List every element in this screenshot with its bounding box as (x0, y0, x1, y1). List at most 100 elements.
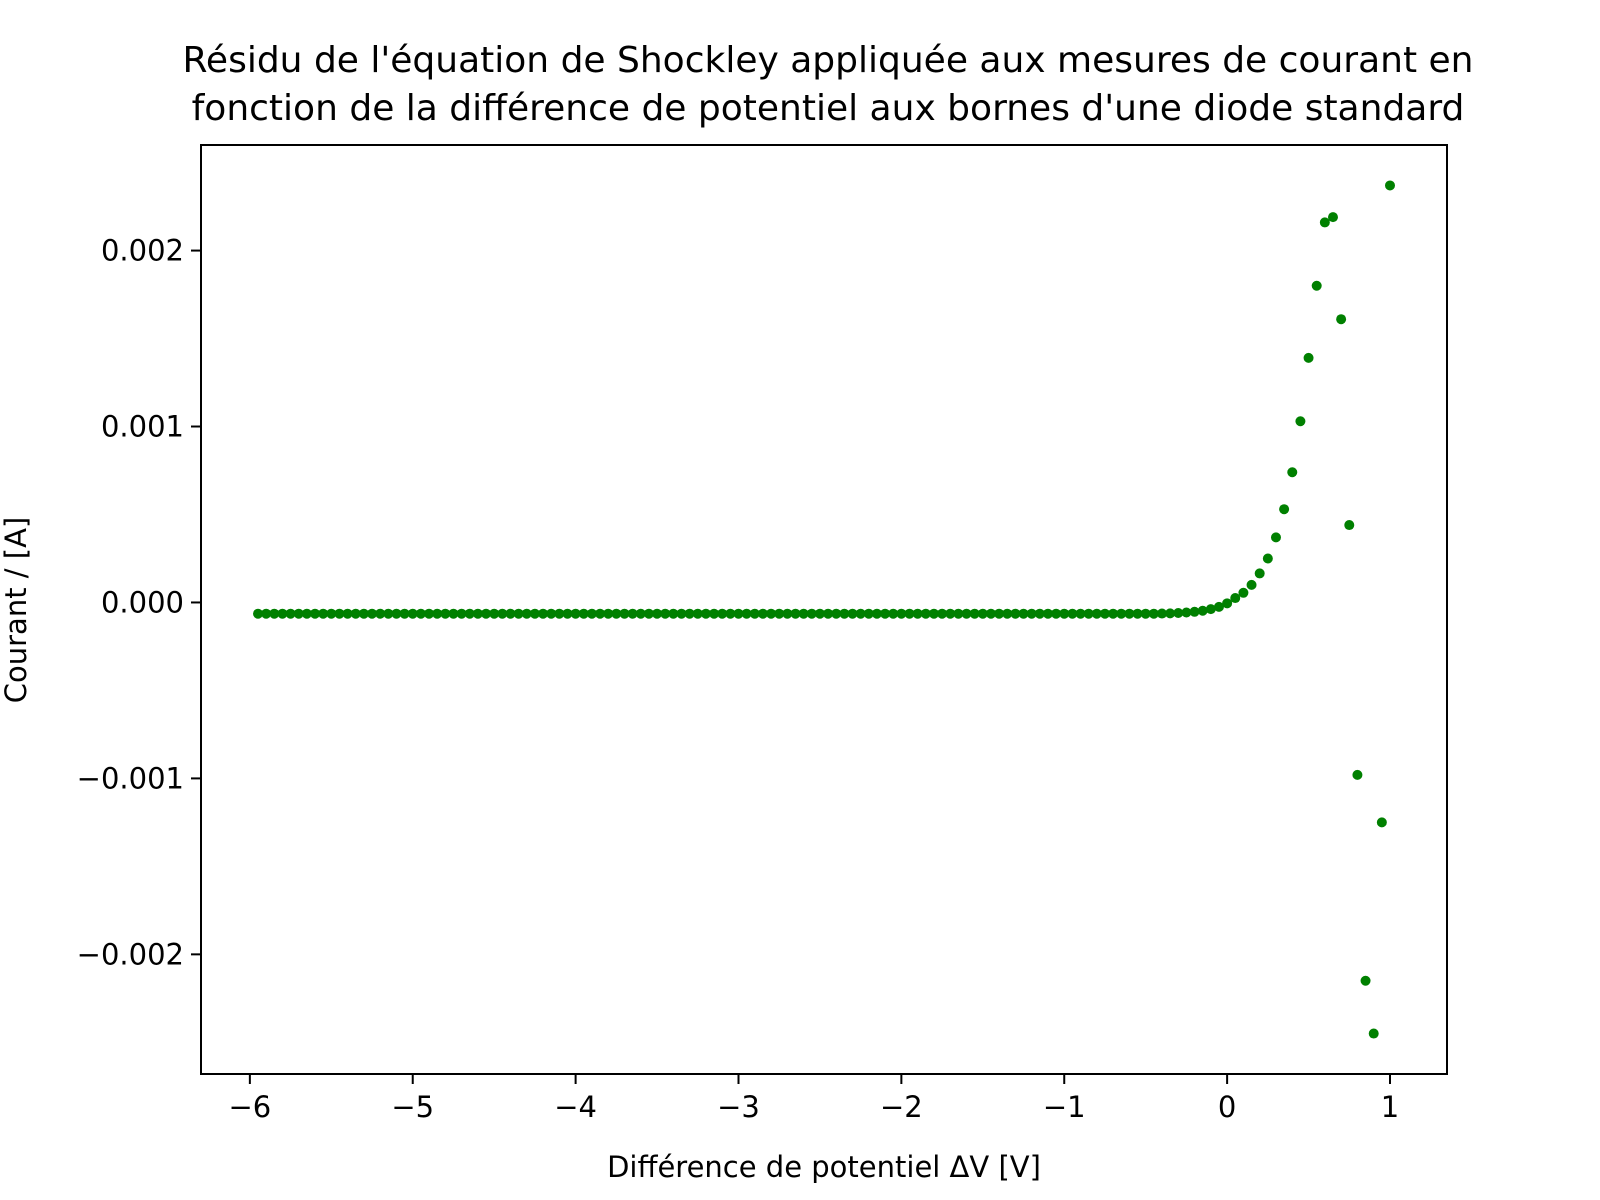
data-point (358, 608, 369, 619)
data-point (660, 608, 671, 619)
data-point (806, 608, 817, 619)
data-point (277, 608, 288, 619)
data-point (1132, 608, 1143, 619)
x-axis-label: Différence de potentiel ΔV [V] (607, 1150, 1041, 1184)
data-point (985, 608, 996, 619)
data-point (1384, 180, 1395, 191)
data-point (448, 608, 459, 619)
data-point (1368, 1028, 1379, 1039)
data-point (912, 608, 923, 619)
data-point (652, 608, 663, 619)
data-point (391, 608, 402, 619)
data-point (1099, 608, 1110, 619)
data-point (1238, 587, 1249, 598)
data-point (1173, 608, 1184, 619)
data-point (1108, 608, 1119, 619)
data-point (285, 608, 296, 619)
data-point (871, 608, 882, 619)
y-tick-label: −0.002 (77, 937, 184, 971)
data-point (415, 608, 426, 619)
x-tick-label: 1 (1381, 1090, 1399, 1124)
data-point (611, 608, 622, 619)
data-point (1083, 608, 1094, 619)
data-point (497, 608, 508, 619)
data-point (823, 608, 834, 619)
y-tick-label: −0.001 (77, 761, 184, 795)
data-point (839, 608, 850, 619)
data-point (432, 608, 443, 619)
data-point (603, 608, 614, 619)
data-point (969, 608, 980, 619)
data-point (407, 608, 418, 619)
data-point (326, 608, 337, 619)
y-axis: −0.002 −0.001 0.000 0.001 0.002 (77, 234, 201, 971)
data-point (375, 608, 386, 619)
data-point (481, 608, 492, 619)
y-axis-label: Courant / [A] (0, 517, 33, 704)
data-point (1091, 608, 1102, 619)
chart-title-line-1: Résidu de l'équation de Shockley appliqu… (183, 40, 1474, 81)
data-point (798, 608, 809, 619)
data-point (301, 608, 312, 619)
data-point (489, 608, 500, 619)
data-point (904, 608, 915, 619)
chart-title-line-2: fonction de la différence de potentiel a… (192, 88, 1465, 129)
data-point (595, 608, 606, 619)
data-point (1336, 314, 1347, 325)
data-point (529, 608, 540, 619)
data-point (725, 608, 736, 619)
data-point (293, 608, 304, 619)
data-point (790, 608, 801, 619)
data-point (1376, 817, 1387, 828)
data-point (1075, 608, 1086, 619)
data-point (619, 608, 630, 619)
data-point (538, 608, 549, 619)
chart-title: Résidu de l'équation de Shockley appliqu… (183, 40, 1474, 129)
plot-frame (200, 144, 1448, 1075)
data-point (1213, 601, 1224, 612)
data-point (472, 608, 483, 619)
data-point (586, 608, 597, 619)
data-point (570, 608, 581, 619)
data-point (741, 608, 752, 619)
data-point (269, 608, 280, 619)
x-tick-label: −4 (554, 1090, 597, 1124)
data-point (733, 608, 744, 619)
data-point (1295, 416, 1306, 427)
data-point (1156, 608, 1167, 619)
data-point (1360, 975, 1371, 986)
data-point (977, 608, 988, 619)
data-point (1262, 553, 1273, 564)
data-point (1189, 606, 1200, 617)
data-point (676, 608, 687, 619)
y-tick-label: 0.001 (101, 410, 184, 444)
data-point (1344, 520, 1355, 531)
data-point (668, 608, 679, 619)
data-point (253, 608, 264, 619)
data-point (456, 608, 467, 619)
data-point (1002, 608, 1013, 619)
y-tick-label: 0.000 (101, 585, 184, 619)
data-point (1165, 608, 1176, 619)
data-point (896, 608, 907, 619)
data-point (318, 608, 329, 619)
data-point (342, 608, 353, 619)
data-point (774, 608, 785, 619)
data-point (855, 608, 866, 619)
data-point (1246, 579, 1257, 590)
data-point (635, 608, 646, 619)
data-point (627, 608, 638, 619)
data-point (1287, 467, 1298, 478)
data-point (554, 608, 565, 619)
data-point (505, 608, 516, 619)
data-point (1181, 607, 1192, 618)
data-point (1222, 598, 1233, 609)
data-point (521, 608, 532, 619)
data-point (399, 608, 410, 619)
data-point (1018, 608, 1029, 619)
x-tick-label: −6 (228, 1090, 271, 1124)
data-point (1051, 608, 1062, 619)
data-point (937, 608, 948, 619)
data-point (700, 608, 711, 619)
